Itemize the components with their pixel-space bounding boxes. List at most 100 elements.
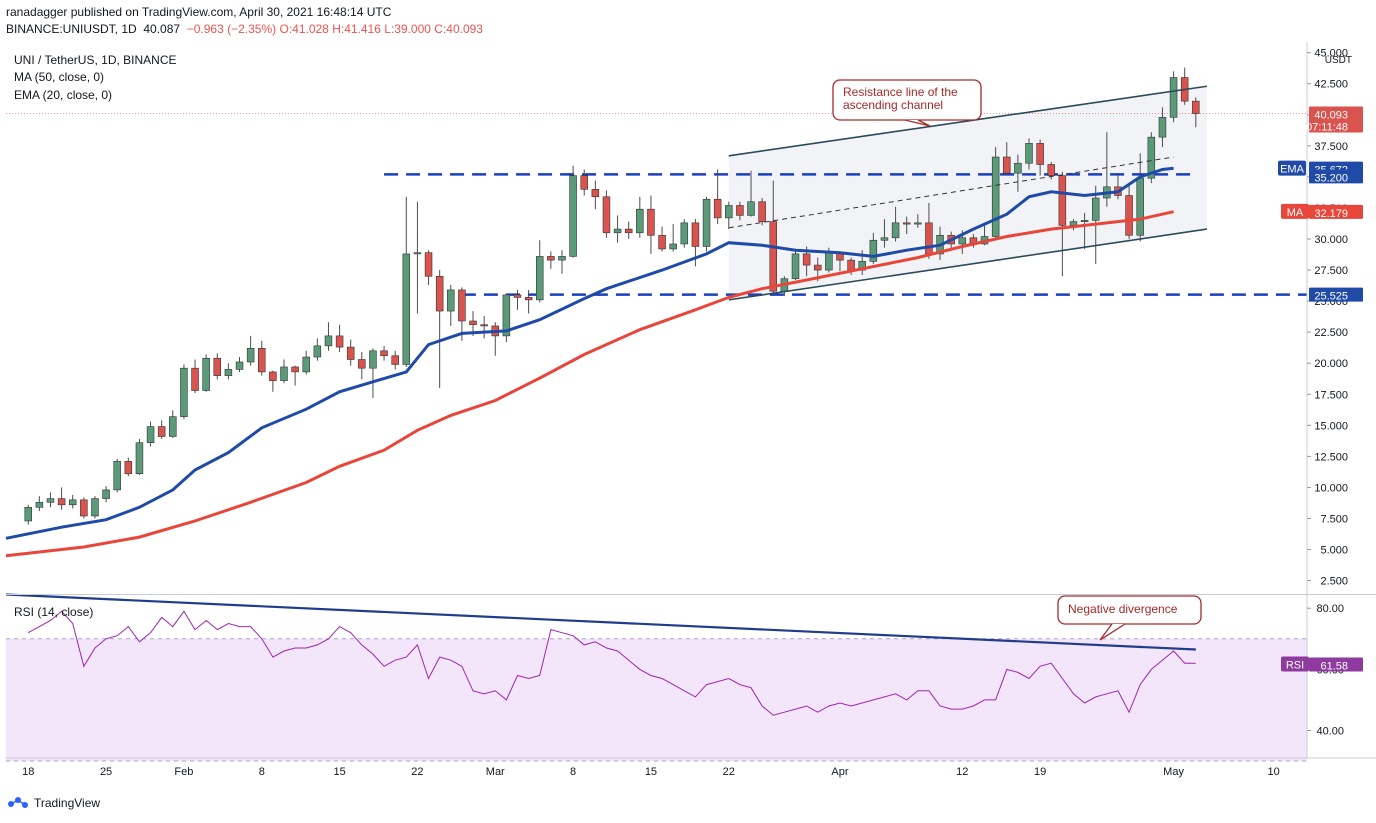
candle (747, 170, 755, 217)
time-tick-label: 22 (723, 766, 735, 778)
ema-legend: EMA (20, close, 0) (14, 88, 113, 102)
time-tick-label: 10 (1268, 766, 1280, 778)
candle-body (113, 461, 121, 491)
candle (157, 420, 166, 439)
candle-body (391, 355, 399, 365)
candle (424, 250, 433, 285)
candle-body (702, 198, 711, 247)
resistance-callout-line2: ascending channel (843, 98, 943, 112)
candle-body (1025, 143, 1033, 164)
candle (891, 206, 900, 242)
time-tick-label: Mar (486, 766, 505, 778)
candle (413, 201, 422, 314)
candle-body (424, 252, 433, 277)
price-tick-label: 30.000 (1314, 234, 1348, 246)
candle-body (80, 499, 88, 517)
candle-body (847, 259, 855, 271)
candle (580, 169, 588, 196)
tradingview-footer[interactable]: TradingView (6, 796, 100, 810)
candle (547, 251, 555, 269)
candle-body (1058, 175, 1067, 226)
candle-body (335, 335, 344, 348)
candle (1025, 138, 1033, 170)
candle-body (513, 294, 522, 298)
candle-body (736, 205, 744, 216)
candle-body (1125, 195, 1133, 236)
price-tick-label: 17.500 (1314, 389, 1348, 401)
candle (569, 165, 577, 258)
candle-body (458, 289, 466, 322)
price-tick-label: 42.500 (1314, 79, 1348, 91)
price-tick-label: 27.500 (1314, 265, 1348, 277)
candle (213, 353, 222, 380)
candle (402, 196, 411, 367)
candle-body (502, 294, 511, 337)
ema20-line (5, 166, 1174, 540)
time-tick-label: 15 (645, 766, 657, 778)
time-tick-label: 12 (956, 766, 968, 778)
candle-body (914, 222, 922, 225)
rsi-tick-label: 40.00 (1316, 725, 1344, 737)
candle (902, 216, 911, 235)
candle (658, 226, 666, 252)
candle-body (1047, 164, 1055, 176)
candle (346, 339, 355, 366)
candle-body (569, 175, 577, 257)
candle-body (269, 371, 277, 381)
candle (680, 219, 689, 248)
candle-body (669, 243, 677, 250)
resistance-callout-pointer (904, 119, 931, 127)
candle (736, 201, 744, 221)
symbol-label: BINANCE:UNIUSDT, 1D (6, 22, 137, 36)
candle-body (1136, 177, 1144, 236)
candle (280, 359, 288, 384)
candle-body (869, 239, 878, 262)
candle-body (180, 367, 188, 417)
candle (324, 322, 333, 351)
candle (180, 364, 188, 420)
candle (602, 190, 611, 238)
candle-body (958, 237, 967, 245)
channel-upper-line (728, 85, 1208, 157)
price-tick-label: 15.000 (1314, 420, 1348, 432)
candle (380, 345, 388, 361)
candle (447, 284, 455, 326)
candle-body (1192, 100, 1200, 114)
candle (35, 496, 44, 512)
rsi-band-fill (6, 638, 1307, 762)
candle (291, 365, 299, 386)
candle-body (880, 237, 889, 241)
candle-body (1003, 156, 1011, 174)
candle (24, 504, 32, 525)
candle-body (46, 498, 55, 503)
channel-lower-line (728, 228, 1208, 301)
candle (713, 169, 722, 225)
candle-body (480, 324, 488, 327)
ma-legend: MA (50, close, 0) (14, 70, 105, 84)
candle-body (658, 234, 666, 250)
candle (991, 147, 1000, 240)
currency-label: USDT (1325, 55, 1352, 66)
divergence-callout-box (1057, 595, 1202, 625)
candle-body (1147, 136, 1156, 179)
candle (558, 250, 566, 274)
candle (369, 348, 377, 398)
candle (335, 324, 344, 353)
candle (1080, 212, 1089, 249)
ma-value-badge-text: 32.179 (1314, 208, 1348, 220)
candle-body (246, 348, 255, 363)
tradingview-logo-icon (8, 797, 28, 808)
rsi-value-badge: 61.58 (1309, 657, 1363, 673)
candle-body (24, 506, 32, 522)
candle (1003, 142, 1011, 176)
ohlc-values: O:41.028 H:41.416 L:39.000 C:40.093 (279, 22, 483, 36)
last-value: 40.087 (143, 22, 181, 36)
candle (591, 180, 600, 210)
candle (758, 198, 766, 226)
ema-tag-bg (1278, 160, 1306, 176)
time-tick-label: 18 (22, 766, 34, 778)
candle (135, 438, 144, 476)
